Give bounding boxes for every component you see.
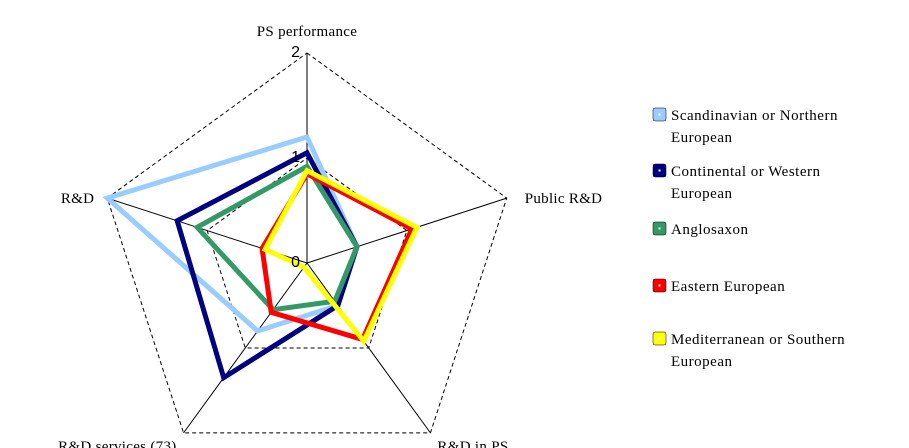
legend-label: Mediterranean or Southern European (671, 332, 845, 370)
tick-label: 2 (291, 44, 300, 61)
axis-label: Public R&D (525, 191, 603, 207)
legend-label: Scandinavian or Northern European (671, 108, 838, 146)
tick-label: 0 (291, 254, 300, 271)
legend-swatch-dot (658, 169, 661, 172)
series-line-3 (193, 163, 360, 313)
axis-spoke (306, 197, 507, 264)
gridline-ring-1 (206, 157, 408, 349)
legend-swatch-dot (658, 113, 661, 116)
legend-swatch-dot (658, 284, 661, 287)
axis-label: PS performance (257, 24, 357, 40)
gridline-ring-2 (106, 52, 508, 434)
axis-spoke (306, 262, 431, 434)
legend-label: Anglosaxon (671, 222, 749, 238)
tick-label: 1 (291, 149, 300, 166)
radar-series (102, 133, 421, 382)
radar-grid (106, 52, 508, 434)
radar-labels: PS performance Public R&D R&D in PS R&D ser… (58, 24, 602, 448)
axis-spoke (183, 262, 308, 434)
legend: Scandinavian or Northern European Continen… (652, 107, 845, 370)
axis-label: R&D (61, 191, 94, 207)
axis-label: R&D services (73) (58, 439, 176, 448)
series-line-5 (261, 167, 421, 346)
legend-swatch-dot (658, 337, 661, 340)
axis-label: R&D in PS (437, 439, 508, 448)
legend-label: Eastern European (671, 279, 785, 295)
legend-label: Continental or Western European (671, 164, 821, 202)
legend-swatch-dot (658, 227, 661, 230)
